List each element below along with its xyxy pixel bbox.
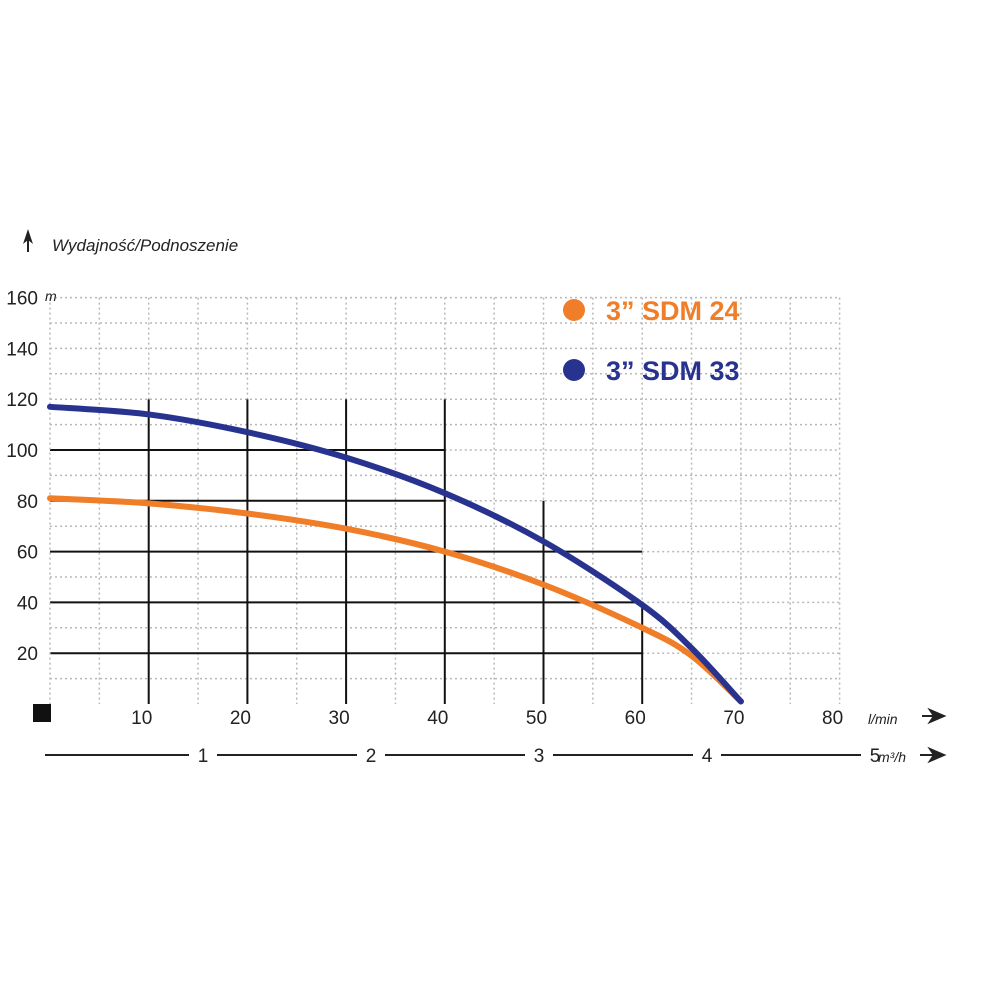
y-tick-label: 80: [17, 492, 38, 513]
y-tick-label: 120: [6, 390, 38, 411]
x-tick-label: 30: [329, 708, 350, 729]
x2-tick-label: 1: [198, 746, 209, 767]
x-tick-label: 10: [131, 708, 152, 729]
origin-square-icon: [33, 704, 51, 722]
y-tick-label: 40: [17, 593, 38, 614]
legend-marker-icon: [563, 359, 585, 381]
legend-marker-icon: [563, 299, 585, 321]
y-tick-label: 100: [6, 441, 38, 462]
y-tick-label: 140: [6, 339, 38, 360]
x2-tick-label: 4: [702, 746, 713, 767]
y-axis-label: Wydajność/Podnoszenie: [52, 236, 238, 255]
y-tick-label: 20: [17, 644, 38, 665]
legend-label: 3” SDM 24: [606, 296, 740, 326]
y-axis-unit: m: [45, 288, 57, 304]
x-axis-unit: l/min: [868, 711, 898, 727]
legend: 3” SDM 24 3” SDM 33: [563, 296, 740, 386]
y-tick-label: 160: [6, 289, 38, 310]
x-tick-label: 20: [230, 708, 251, 729]
x-tick-label: 80: [822, 708, 843, 729]
x-tick-label: 40: [427, 708, 448, 729]
axes: Wydajność/Podnoszenie m l/min m³/h: [23, 229, 944, 765]
x-tick-label: 50: [526, 708, 547, 729]
legend-label: 3” SDM 33: [606, 356, 740, 386]
x-tick-label: 70: [723, 708, 744, 729]
tick-labels: 20 40 60 80 100 120 140 160 10 20 30 40 50 60 70 80 1 2 3 4…: [6, 289, 880, 767]
x2-tick-label: 5: [870, 746, 881, 767]
x-tick-label: 60: [625, 708, 646, 729]
y-tick-label: 60: [17, 543, 38, 564]
x2-axis-unit: m³/h: [878, 749, 906, 765]
x-axis-arrow-icon: [922, 710, 944, 722]
x2-tick-label: 2: [366, 746, 377, 767]
x2-axis-arrow-icon: [920, 749, 944, 761]
x2-tick-label: 3: [534, 746, 545, 767]
